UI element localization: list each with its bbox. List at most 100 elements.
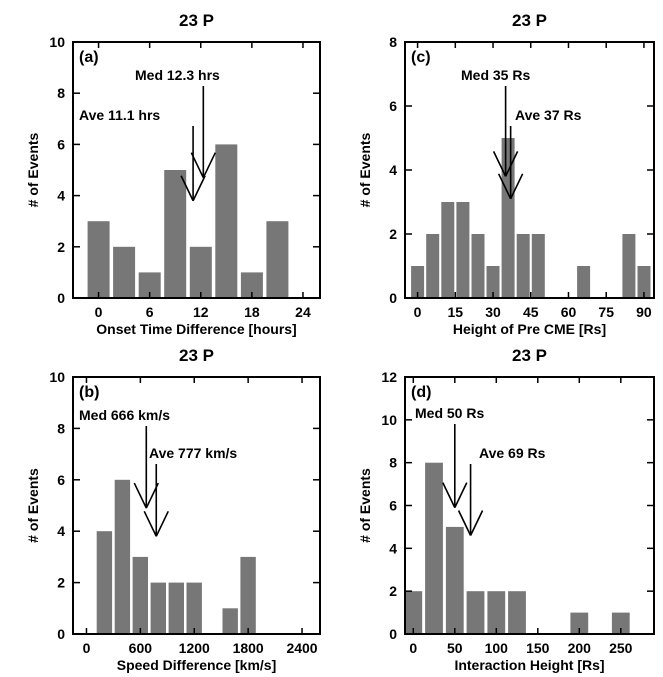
x-tick-label: 90 [636,304,652,320]
average-annotation: Ave 777 km/s [149,445,237,461]
panel-label: (d) [411,384,431,401]
x-tick-label: 15 [448,304,464,320]
x-tick-label: 600 [129,640,153,656]
histogram-bar [404,591,423,634]
x-axis-label: Interaction Height [Rs] [454,657,604,673]
histogram-bar [189,246,212,298]
y-tick-label: 2 [57,575,65,591]
y-axis-label: # of Events [25,468,41,543]
plot-frame [72,41,321,299]
histogram-bar [113,246,136,298]
average-annotation: Ave 69 Rs [479,445,546,461]
x-tick-label: 50 [447,640,463,656]
y-tick-label: 12 [381,369,397,385]
histogram-bar [570,612,589,634]
y-tick-label: 2 [57,239,65,255]
y-axis-label: # of Events [25,132,41,207]
y-tick-label: 0 [389,290,397,306]
x-tick-label: 0 [409,640,417,656]
y-tick-label: 10 [381,412,397,428]
average-annotation: Ave 37 Rs [515,107,582,123]
histogram-bar [637,266,651,298]
histogram-bar [622,234,636,298]
x-tick-label: 0 [95,304,103,320]
x-axis-label: Onset Time Difference [hours] [96,321,296,337]
histogram-bar [486,266,500,298]
y-tick-label: 4 [57,523,65,539]
median-annotation: Med 666 km/s [79,407,170,423]
panel-label: (a) [79,49,99,66]
x-tick-label: 1200 [179,640,210,656]
average-arrow-head-left [180,175,194,202]
median-arrow-head-right [454,482,468,508]
x-tick-label: 18 [244,304,260,320]
median-annotation: Med 12.3 hrs [135,67,220,83]
histogram-bar [456,202,470,298]
chart-title: 23 P [179,346,214,365]
average-arrow-head-left [497,173,512,200]
histogram-bar [516,234,530,298]
plot-frame [72,376,321,635]
histogram-bar [441,202,455,298]
average-arrow-head-left [143,510,157,537]
histogram-bar [164,170,187,298]
panel-label: (c) [411,49,431,66]
histogram-bar [150,582,166,634]
panel-label: (b) [79,384,99,401]
chart-title: 23 P [179,11,214,30]
average-arrow-head-right [509,173,524,200]
y-tick-label: 6 [57,472,65,488]
y-tick-label: 8 [57,420,65,436]
x-tick-label: 0 [414,304,422,320]
y-axis-label: # of Events [357,468,373,543]
y-tick-label: 6 [57,136,65,152]
x-tick-label: 250 [609,640,633,656]
average-arrow-head-right [155,510,169,537]
panel-b: 0 600 1200 1800 2400 0 2 4 6 8 10 23 P (b) Speed Diff… [25,346,321,673]
histogram-bar [138,272,161,298]
y-tick-label: 4 [389,540,397,556]
x-axis-label: Speed Difference [km/s] [117,657,277,673]
x-tick-label: 2400 [286,640,317,656]
histogram-bar [186,582,202,634]
x-tick-label: 45 [523,304,539,320]
histogram-bar [168,582,184,634]
histogram-bar [577,266,591,298]
y-tick-label: 0 [57,290,65,306]
histogram-bar [114,479,131,634]
y-tick-label: 10 [49,369,65,385]
histogram-bar [132,556,148,634]
y-tick-label: 8 [389,34,397,50]
histogram-bar [466,591,485,634]
median-annotation: Med 35 Rs [461,67,530,83]
panel-c: 0 15 30 45 60 75 90 0 2 4 6 8 23 P (c) Height of Pre C… [357,11,655,337]
y-tick-label: 4 [389,162,397,178]
histogram-bar [240,272,263,298]
histogram-bar [445,526,464,634]
x-tick-label: 60 [561,304,577,320]
histogram-bar [96,531,113,634]
median-arrow-head-right [504,151,519,177]
y-axis-label: # of Events [357,132,373,207]
x-tick-label: 100 [485,640,509,656]
x-tick-label: 75 [598,304,614,320]
histogram-bar [215,144,238,298]
average-arrow-head-right [469,510,484,536]
y-tick-label: 4 [57,188,65,204]
x-tick-label: 150 [526,640,550,656]
histogram-bar [487,591,506,634]
y-tick-label: 6 [389,98,397,114]
median-arrow-head-right [202,152,217,179]
average-arrow-head-right [192,175,206,202]
histogram-bar [266,221,289,298]
y-tick-label: 8 [389,455,397,471]
chart-title: 23 P [512,346,547,365]
histogram-bar [240,556,256,634]
average-annotation: Ave 11.1 hrs [79,107,160,123]
histogram-bar [411,266,425,298]
x-axis-label: Height of Pre CME [Rs] [453,321,606,337]
median-arrow-head-left [492,151,507,177]
y-tick-label: 2 [389,583,397,599]
